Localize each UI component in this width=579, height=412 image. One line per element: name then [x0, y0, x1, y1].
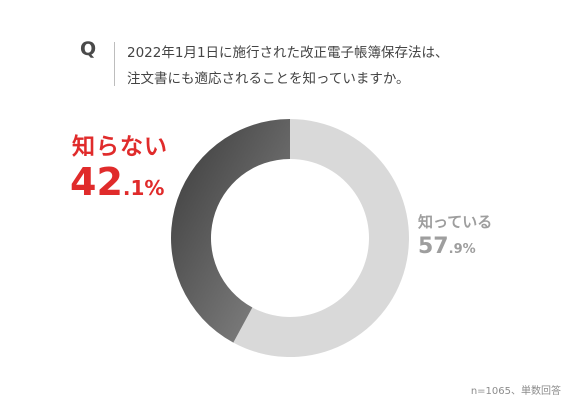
- question-mark: Q: [80, 38, 97, 60]
- value-dont-know: 42.1%: [70, 160, 164, 204]
- label-know: 知っている: [418, 213, 493, 231]
- value-know-integer: 57: [418, 234, 449, 259]
- value-know-percent: %: [462, 242, 476, 257]
- sample-note: n=1065、単数回答: [470, 386, 561, 397]
- value-dont-know-decimal: .1: [122, 176, 145, 200]
- slice-dont-know: [170, 119, 290, 343]
- slice-know: [233, 119, 409, 357]
- label-dont-know: 知らない: [72, 134, 168, 160]
- value-dont-know-percent: %: [144, 176, 165, 200]
- question-line-1: 2022年1月1日に施行された改正電子帳簿保存法は、: [127, 45, 449, 61]
- question-divider: [114, 42, 115, 86]
- value-dont-know-integer: 42: [70, 160, 123, 204]
- value-know-decimal: .9: [448, 242, 463, 257]
- question-line-2: 注文書にも適応されることを知っていますか。: [127, 71, 410, 87]
- question-text: 2022年1月1日に施行された改正電子帳簿保存法は、 注文書にも適応されることを…: [127, 40, 449, 92]
- value-know: 57.9%: [418, 234, 476, 259]
